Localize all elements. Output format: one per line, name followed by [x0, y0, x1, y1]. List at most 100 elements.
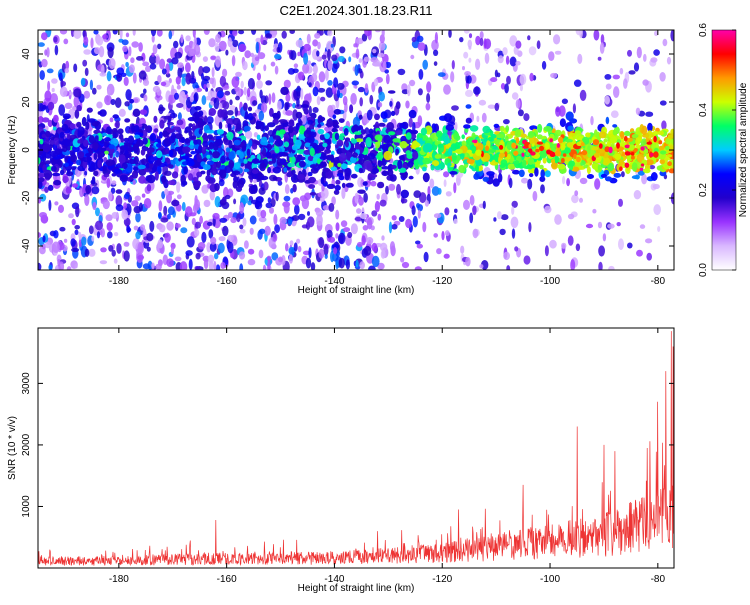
spectrogram-cell [423, 251, 429, 263]
spectrogram-band-cell [349, 104, 354, 114]
spectrogram-cell [73, 30, 82, 39]
spectrogram-band-cell [408, 109, 417, 119]
spectrogram-cell [214, 252, 219, 260]
spectrogram-cell [124, 101, 130, 107]
spectrogram-band-cell [327, 118, 333, 128]
spectrogram-cell [384, 69, 390, 74]
spectrogram-cell [441, 230, 445, 241]
spectrogram-cell [192, 81, 199, 90]
spectrogram-band-cell [330, 166, 338, 171]
spectrogram-band-cell [291, 156, 296, 164]
spectrogram-cell [575, 243, 581, 252]
spectrogram-cell [60, 81, 66, 87]
spectrogram-band-cell [103, 173, 110, 178]
spectrogram-band-cell [368, 128, 374, 134]
spectrogram-band-cell [228, 159, 235, 169]
spectrogram-cell [174, 223, 181, 228]
spectrogram-cell [391, 224, 398, 230]
spectrogram-band-cell [222, 137, 228, 143]
spectrogram-band-cell [94, 135, 99, 143]
spectrogram-x-label: Height of straight line (km) [298, 285, 415, 296]
spectrogram-cell [641, 173, 648, 185]
spectrogram-band-cell [400, 189, 409, 199]
spectrogram-cell [607, 223, 615, 229]
spectrogram-band-cell [559, 118, 567, 128]
spectrogram-cell [497, 55, 504, 64]
spectrogram-cell [388, 221, 393, 234]
spectrogram-cell [359, 261, 366, 270]
spectrogram-panel: -180 -160 -140 -120 -100 -80 -40 -20 0 20 40 Heig… [7, 29, 675, 296]
spectrogram-cell [220, 262, 226, 269]
spectrogram-cell [95, 220, 103, 231]
spectrogram-hot-cell [630, 152, 635, 156]
spectrogram-cell [233, 198, 237, 205]
spectrogram-cell [128, 46, 132, 57]
spectrogram-cell [296, 97, 300, 107]
spectrogram-cell [136, 56, 144, 61]
spectrogram-cell [426, 93, 431, 103]
spectrogram-cell [174, 51, 183, 59]
spectrogram-cell [156, 30, 163, 37]
spectrogram-band-cell [586, 174, 595, 179]
spectrogram-band-cell [205, 175, 211, 182]
spectrogram-cell [234, 106, 238, 117]
spectrogram-band-cell [60, 169, 65, 176]
spectrogram-cell [203, 30, 210, 35]
spectrogram-band-cell [139, 109, 148, 115]
spectrogram-cell [505, 55, 510, 65]
spectrogram-band-cell [280, 86, 289, 96]
spectrogram-y-ticks: -40 -20 0 20 40 [21, 48, 674, 253]
x-tick-label: -100 [540, 276, 560, 287]
spectrogram-band-cell [247, 113, 254, 121]
spectrogram-cell [113, 232, 119, 237]
spectrogram-cell [633, 190, 642, 200]
spectrogram-cell [377, 262, 385, 270]
spectrogram-cell [398, 216, 405, 222]
spectrogram-cell [232, 39, 239, 48]
spectrogram-band-cell [105, 159, 115, 167]
spectrogram-band-cell [120, 146, 124, 154]
spectrogram-band-cell [174, 133, 183, 140]
spectrogram-cell [59, 86, 68, 98]
spectrogram-cell [318, 248, 325, 259]
spectrogram-cell [125, 61, 129, 68]
spectrogram-band-cell [168, 149, 174, 157]
spectrogram-cell [135, 212, 141, 223]
spectrogram-hot-cell [630, 155, 635, 160]
spectrogram-band-cell [320, 176, 325, 185]
spectrogram-band-cell [97, 144, 102, 154]
spectrogram-hot-cell [513, 150, 519, 156]
spectrogram-cell [152, 85, 161, 93]
spectrogram-cell [292, 197, 301, 206]
spectrogram-cell [323, 244, 329, 256]
spectrogram-cell [308, 247, 312, 259]
spectrogram-band-cell [437, 143, 444, 148]
spectrogram-cell [417, 88, 423, 96]
spectrogram-cell [283, 195, 291, 202]
spectrogram-cell [211, 67, 215, 78]
spectrogram-band-cell [192, 177, 199, 182]
spectrogram-cell [111, 211, 119, 219]
spectrogram-band-cell [232, 170, 241, 176]
spectrogram-cell [242, 217, 247, 227]
spectrogram-cell [388, 183, 396, 191]
spectrogram-cell [59, 226, 66, 232]
spectrogram-cell [203, 83, 207, 90]
spectrogram-cell [527, 35, 531, 41]
spectrogram-cell [44, 49, 48, 56]
spectrogram-band-cell [564, 138, 573, 143]
spectrogram-hot-cell [573, 153, 577, 160]
spectrogram-cell [374, 200, 380, 213]
spectrogram-cell [74, 225, 80, 230]
spectrogram-cell [240, 194, 249, 205]
spectrogram-band-cell [206, 154, 211, 159]
spectrogram-hot-cell [598, 143, 603, 149]
spectrogram-band-cell [455, 148, 463, 155]
spectrogram-band-cell [62, 145, 68, 153]
spectrogram-cell [305, 257, 312, 269]
spectrogram-band-cell [73, 88, 82, 98]
spectrogram-band-cell [211, 167, 218, 176]
spectrogram-cell [213, 260, 217, 270]
spectrogram-cell [141, 193, 146, 198]
spectrogram-band-cell [309, 147, 315, 157]
